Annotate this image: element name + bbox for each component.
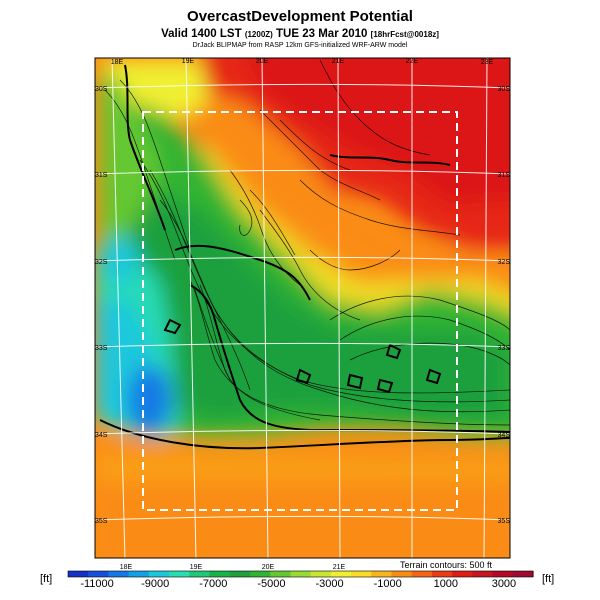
lon-label-bottom: 21E — [333, 564, 346, 571]
colorbar-swatch — [148, 571, 170, 577]
colorbar-swatch — [371, 571, 393, 577]
colorbar-swatch — [512, 571, 534, 577]
colorbar-swatch — [411, 571, 433, 577]
colorbar-unit-right: [ft] — [542, 573, 555, 585]
colorbar-swatch — [270, 571, 291, 577]
overcast-field — [95, 58, 510, 558]
colorbar-swatch — [492, 571, 514, 577]
colorbar-swatch — [391, 571, 413, 577]
colorbar-swatch — [452, 571, 473, 577]
colorbar-swatch — [472, 571, 494, 577]
colorbar-swatch — [351, 571, 372, 577]
lat-label-right: 33S — [498, 345, 511, 352]
chart-title: OvercastDevelopment Potential — [187, 8, 413, 25]
lat-label-left: 30S — [95, 86, 108, 93]
colorbar-tick-label: -11000 — [80, 578, 114, 590]
valid-date: TUE 23 Mar 2010 — [276, 28, 368, 40]
lat-label-left: 34S — [95, 432, 108, 439]
lon-label-top: 18E — [111, 59, 124, 66]
lat-label-right: 30S — [498, 86, 511, 93]
valid-time: Valid 1400 LST (1200Z) TUE 23 Mar 2010 [… — [0, 28, 600, 40]
inner-domain-box — [142, 111, 458, 511]
lat-label-left: 31S — [95, 172, 108, 179]
colorbar-swatch — [189, 571, 211, 577]
valid-utc: (1200Z) — [244, 30, 273, 39]
forecast-info: [18hrFcst@0018z] — [370, 30, 439, 39]
colorbar-swatch — [209, 571, 231, 577]
lon-label-top: 20E — [256, 58, 269, 65]
colorbar-tick-label: 1000 — [433, 578, 459, 590]
colorbar-swatch — [128, 571, 150, 577]
colorbar — [68, 571, 534, 577]
terrain-contours — [104, 59, 510, 426]
lat-label-right: 35S — [498, 518, 511, 525]
colorbar-swatch — [229, 571, 251, 577]
colorbar-tick-label: -5000 — [257, 578, 286, 590]
colorbar-swatch — [108, 571, 130, 577]
colorbar-tick-label: -9000 — [141, 578, 170, 590]
colorbar-tick-label: 3000 — [491, 578, 517, 590]
map-frame — [94, 57, 511, 559]
colorbar-swatch — [330, 571, 352, 577]
colorbar-tick-label: -3000 — [315, 578, 344, 590]
colorbar-swatch — [290, 571, 312, 577]
terrain-contour-note: Terrain contours: 500 ft — [400, 560, 493, 570]
lat-label-left: 32S — [95, 259, 108, 266]
colorbar-tick-label: -1000 — [373, 578, 402, 590]
colorbar-swatch — [249, 571, 271, 577]
lat-lon-grid — [95, 58, 510, 558]
lon-label-top: 22E — [406, 58, 419, 65]
model-credit: DrJack BLIPMAP from RASP 12km GFS-initia… — [192, 42, 408, 49]
lon-label-bottom: 19E — [190, 564, 203, 571]
colorbar-tick-label: -7000 — [199, 578, 228, 590]
lat-label-left: 35S — [95, 518, 108, 525]
overcast-contours — [99, 64, 510, 450]
lon-label-bottom: 20E — [262, 564, 275, 571]
valid-main: Valid 1400 LST — [161, 28, 242, 40]
colorbar-swatch — [431, 571, 453, 577]
colorbar-frame — [67, 570, 534, 578]
colorbar-swatch — [68, 571, 89, 577]
colorbar-swatch — [88, 571, 110, 577]
colorbar-swatch — [310, 571, 332, 577]
colorbar-unit-left: [ft] — [40, 573, 53, 585]
lon-label-top: 21E — [332, 58, 345, 65]
lon-label-top: 19E — [182, 58, 195, 65]
lat-label-right: 31S — [498, 172, 511, 179]
lat-label-left: 33S — [95, 345, 108, 352]
lat-label-right: 32S — [498, 259, 511, 266]
colorbar-swatch — [169, 571, 190, 577]
lon-label-bottom: 18E — [120, 564, 133, 571]
lon-label-top: 23E — [481, 59, 494, 66]
lat-label-right: 34S — [498, 432, 511, 439]
